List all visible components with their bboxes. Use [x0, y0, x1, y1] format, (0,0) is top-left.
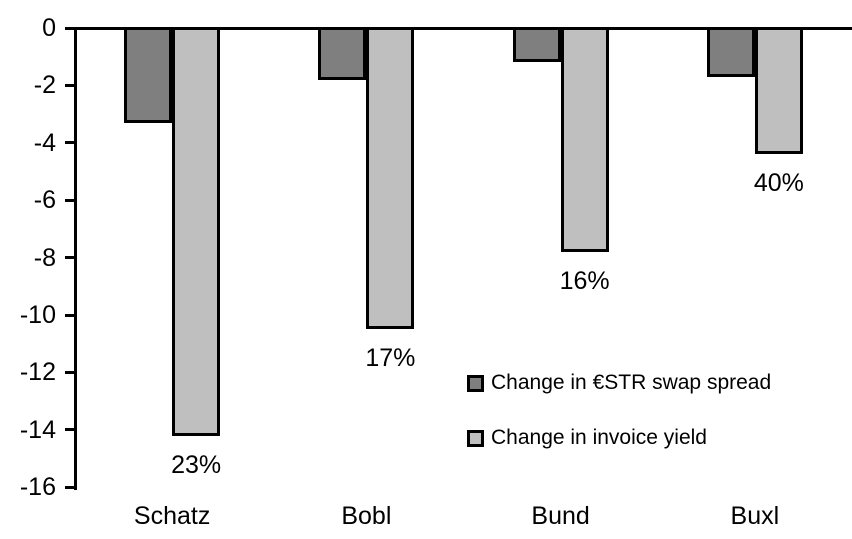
legend-entry-invoice-yield: Change in invoice yield: [467, 427, 771, 449]
y-tick-mark: [65, 198, 75, 202]
y-tick-label: -12: [19, 358, 56, 387]
category-label-bund: Bund: [531, 502, 590, 530]
bar-invoice-yield-schatz: [172, 26, 221, 436]
category-label-schatz: Schatz: [133, 502, 211, 530]
y-axis-line: [74, 26, 77, 490]
legend-swatch-invoice-yield: [467, 429, 484, 447]
legend-entry-swap-spread: Change in €STR swap spread: [467, 372, 771, 394]
bar-invoice-yield-bund: [560, 26, 609, 252]
category-label-bobl: Bobl: [341, 502, 392, 530]
y-tick-mark: [65, 485, 75, 489]
y-tick-mark: [65, 428, 75, 432]
bar-invoice-yield-buxl: [754, 26, 803, 155]
bar-swap-spread-bobl: [318, 26, 367, 80]
bar-invoice-yield-bobl: [366, 26, 415, 330]
y-tick-mark: [65, 141, 75, 145]
legend-label-invoice-yield: Change in invoice yield: [491, 426, 707, 449]
y-tick-label: -4: [33, 128, 56, 157]
x-axis-zero-line: [65, 26, 852, 30]
y-tick-mark: [65, 370, 75, 374]
y-tick-label: -8: [33, 243, 56, 272]
bar-swap-spread-bund: [512, 26, 561, 63]
data-label-schatz: 23%: [171, 450, 222, 479]
legend-swatch-swap-spread: [467, 374, 484, 392]
y-tick-label: -10: [19, 301, 56, 329]
legend: Change in €STR swap spread Change in inv…: [467, 372, 771, 482]
data-label-buxl: 40%: [753, 169, 804, 198]
legend-label-swap-spread: Change in €STR swap spread: [491, 371, 772, 394]
y-tick-label: -2: [33, 71, 56, 100]
y-tick-mark: [65, 313, 75, 317]
y-tick-label: -14: [19, 415, 56, 444]
bar-swap-spread-schatz: [124, 26, 173, 123]
category-label-buxl: Buxl: [730, 502, 780, 530]
bar-swap-spread-buxl: [706, 26, 755, 77]
data-label-bund: 16%: [559, 266, 610, 295]
y-tick-mark: [65, 256, 75, 260]
y-tick-label: -16: [19, 473, 56, 502]
y-tick-mark: [65, 83, 75, 87]
y-tick-label: -6: [33, 186, 56, 215]
y-tick-label: 0: [42, 14, 56, 42]
data-label-bobl: 17%: [365, 344, 416, 373]
